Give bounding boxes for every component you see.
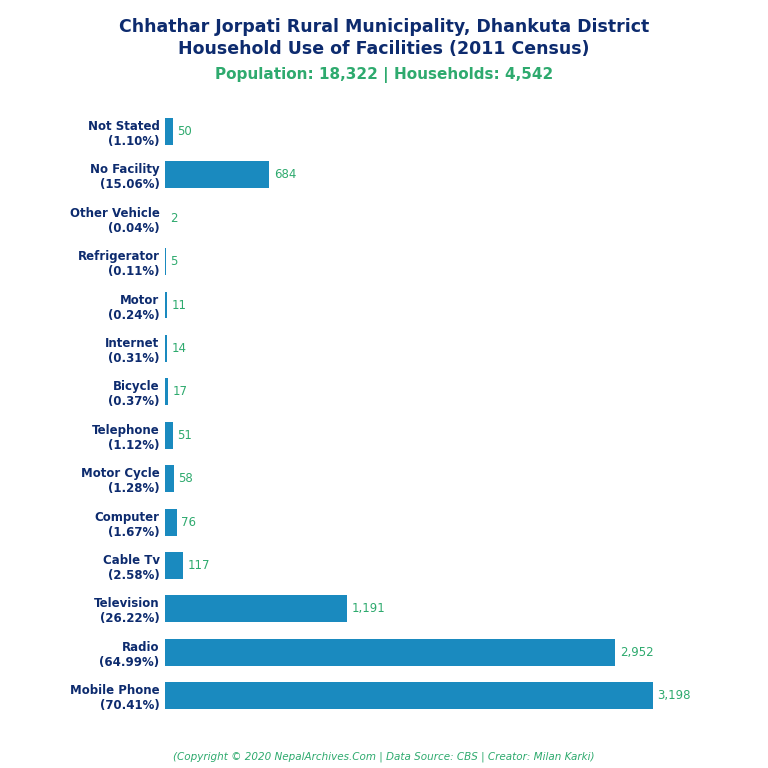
Text: 51: 51 [177, 429, 192, 442]
Text: 50: 50 [177, 125, 192, 137]
Bar [165, 161, 270, 188]
Text: 3,198: 3,198 [657, 690, 691, 702]
Bar [165, 118, 173, 145]
Bar [165, 379, 167, 406]
Text: Chhathar Jorpati Rural Municipality, Dhankuta District: Chhathar Jorpati Rural Municipality, Dha… [119, 18, 649, 35]
Bar [165, 552, 183, 579]
Text: 1,191: 1,191 [351, 602, 385, 615]
Text: 11: 11 [171, 299, 187, 312]
Text: 684: 684 [274, 168, 296, 181]
Text: Population: 18,322 | Households: 4,542: Population: 18,322 | Households: 4,542 [215, 67, 553, 83]
Text: 58: 58 [178, 472, 194, 485]
Text: 5: 5 [170, 255, 178, 268]
Bar [165, 422, 173, 449]
Text: 76: 76 [181, 515, 197, 528]
Text: 117: 117 [187, 559, 210, 572]
Bar [165, 335, 167, 362]
Text: (Copyright © 2020 NepalArchives.Com | Data Source: CBS | Creator: Milan Karki): (Copyright © 2020 NepalArchives.Com | Da… [174, 751, 594, 762]
Bar [165, 465, 174, 492]
Bar [165, 292, 167, 319]
Text: 2,952: 2,952 [620, 646, 654, 659]
Text: 17: 17 [172, 386, 187, 399]
Bar [165, 508, 177, 535]
Text: 2: 2 [170, 212, 177, 225]
Text: 14: 14 [172, 342, 187, 355]
Text: Household Use of Facilities (2011 Census): Household Use of Facilities (2011 Census… [178, 40, 590, 58]
Bar [165, 639, 615, 666]
Bar [165, 682, 653, 710]
Bar [165, 595, 346, 622]
